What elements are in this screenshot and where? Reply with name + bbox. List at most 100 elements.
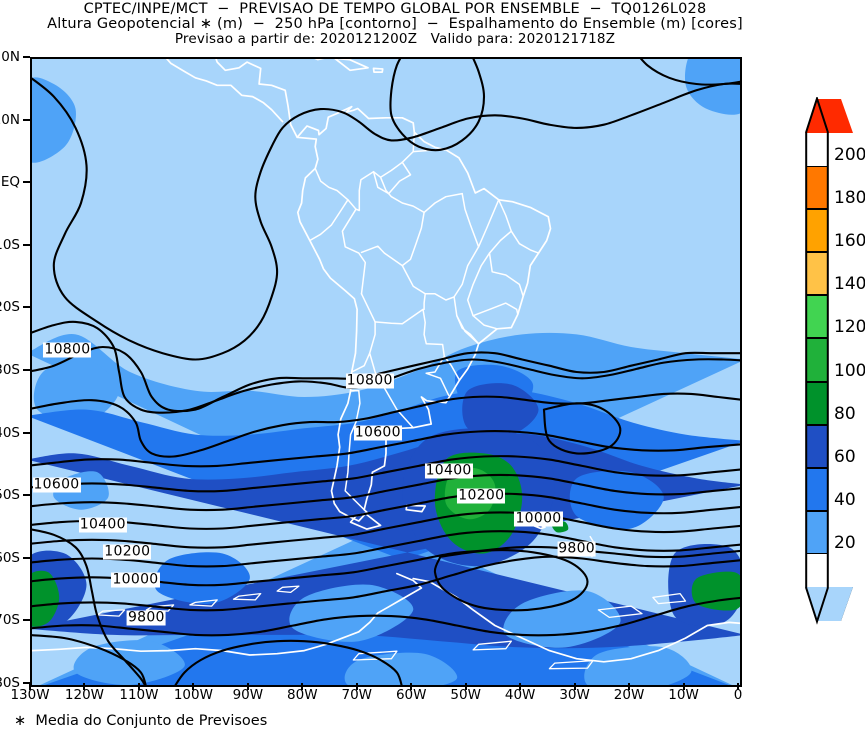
colorbar-tick-label: 80 bbox=[834, 403, 856, 424]
contour-label: 10000 bbox=[111, 571, 160, 588]
x-axis-tick-label: 70W bbox=[341, 687, 373, 703]
contour-label: 10600 bbox=[353, 424, 402, 441]
x-axis-tick-label: 30W bbox=[559, 687, 590, 703]
colorbar[interactable]: 20 40 60 80 100 120 140 160 180 200 bbox=[805, 97, 865, 625]
colorbar-outline bbox=[805, 97, 829, 625]
contour-line bbox=[32, 555, 740, 612]
x-axis-tick-mark bbox=[682, 683, 685, 690]
y-axis-tick-label: 40S bbox=[0, 424, 20, 441]
coastline-path bbox=[443, 355, 461, 381]
y-axis-tick-mark bbox=[23, 181, 30, 184]
x-axis-tick-mark bbox=[410, 683, 413, 690]
contour-line bbox=[32, 392, 740, 458]
x-axis-tick-label: 120W bbox=[64, 687, 105, 703]
x-axis-tick-label: 10W bbox=[668, 687, 699, 703]
y-axis-tick-mark bbox=[23, 56, 30, 58]
contour-label: 10200 bbox=[457, 487, 506, 504]
spread-pocket bbox=[289, 584, 414, 642]
y-axis-tick-mark bbox=[23, 369, 30, 371]
coastline-path bbox=[344, 390, 365, 511]
contour-line bbox=[174, 639, 403, 685]
contour-label: 10400 bbox=[424, 462, 473, 479]
x-axis-tick-label: 60W bbox=[395, 687, 427, 703]
coastline-path bbox=[309, 199, 349, 242]
contour-line bbox=[639, 59, 740, 86]
contour-label: 10800 bbox=[43, 341, 92, 358]
spread-band-80-100 bbox=[32, 570, 60, 627]
y-axis-tick-mark bbox=[23, 494, 30, 497]
coastline-path bbox=[466, 252, 498, 330]
title-block: CPTEC/INPE/MCT − PREVISAO DE TEMPO GLOBA… bbox=[0, 0, 790, 47]
contour-line bbox=[32, 530, 740, 568]
coastline-path bbox=[456, 314, 480, 345]
spread-pocket bbox=[569, 470, 664, 530]
map-plot-area[interactable]: 10800 10800 10600 10600 10400 10400 10200 10200… bbox=[30, 57, 742, 687]
coastline-path bbox=[352, 650, 398, 661]
contour-line bbox=[32, 511, 740, 549]
colorbar-extend-low bbox=[805, 587, 853, 621]
coastline-path bbox=[597, 605, 643, 619]
spread-pocket bbox=[584, 646, 692, 685]
x-axis-tick-mark bbox=[573, 683, 576, 690]
x-axis-tick-mark bbox=[192, 683, 195, 690]
x-axis-tick-label: 50W bbox=[450, 687, 481, 703]
coastline-path bbox=[461, 192, 480, 248]
x-axis-tick-mark bbox=[628, 683, 631, 690]
y-axis-tick-label: 30S bbox=[0, 362, 20, 378]
contour-label: 9800 bbox=[557, 540, 597, 557]
contour-line bbox=[32, 596, 740, 637]
x-axis-tick-label: 130W bbox=[10, 687, 50, 703]
colorbar-extend-high bbox=[805, 99, 853, 133]
y-axis-tick-mark bbox=[23, 556, 30, 559]
spread-band-80-100 bbox=[691, 571, 740, 611]
spread-band-20-40 bbox=[32, 77, 76, 163]
x-axis-tick-label: 100W bbox=[173, 687, 213, 703]
coastline-path bbox=[189, 599, 218, 607]
x-axis-tick-mark bbox=[464, 683, 467, 690]
y-axis-tick-mark bbox=[23, 619, 30, 622]
spread-band-20-40 bbox=[33, 358, 120, 423]
colorbar-tick-label: 140 bbox=[834, 274, 865, 295]
coastline-path bbox=[372, 161, 412, 195]
x-axis-tick-mark bbox=[29, 683, 31, 690]
coastline-path bbox=[424, 293, 455, 301]
map-canvas: 10800 10800 10600 10600 10400 10400 10200 10200… bbox=[32, 59, 740, 685]
coastline-path bbox=[401, 211, 425, 267]
contour-label: 10200 bbox=[103, 543, 152, 560]
contour-label: 10000 bbox=[514, 510, 563, 527]
x-axis-tick-mark bbox=[246, 683, 249, 690]
x-axis-tick-label: 40W bbox=[504, 687, 536, 703]
coastline-path bbox=[548, 659, 594, 670]
contour-label: 10800 bbox=[345, 372, 394, 389]
coastline-path bbox=[372, 67, 384, 73]
coastline-path bbox=[497, 199, 540, 254]
coastline-path bbox=[405, 504, 427, 513]
coastline-path bbox=[453, 199, 500, 345]
y-axis-tick-mark bbox=[23, 682, 30, 684]
contour-label: 9800 bbox=[126, 609, 166, 626]
chart-title-line3: Previsao a partir de: 2020121200Z Valido… bbox=[174, 31, 616, 47]
spread-pocket bbox=[344, 652, 458, 685]
y-axis-tick-label: 20S bbox=[0, 299, 20, 316]
x-axis-tick-label: 110W bbox=[119, 687, 159, 703]
x-axis-tick-mark bbox=[83, 683, 86, 690]
y-axis-tick-label: 50S bbox=[0, 487, 20, 504]
coastline-path bbox=[472, 302, 519, 317]
contour-line bbox=[32, 430, 740, 468]
colorbar-tick-label: 60 bbox=[834, 446, 856, 467]
x-axis-tick-label: 90W bbox=[232, 687, 264, 703]
x-axis-tick-mark bbox=[355, 683, 358, 690]
colorbar-tick-label: 20 bbox=[834, 533, 856, 553]
y-axis-tick-label: 70S bbox=[0, 612, 20, 629]
chart-title-line1: CPTEC/INPE/MCT − PREVISAO DE TEMPO GLOBA… bbox=[83, 1, 707, 17]
coastline-path bbox=[96, 609, 126, 617]
contour-line bbox=[32, 77, 740, 361]
contour-line bbox=[32, 528, 147, 685]
y-axis-tick-mark bbox=[23, 243, 30, 246]
colorbar-tick-label: 200 bbox=[834, 145, 865, 165]
colorbar-tick-label: 160 bbox=[834, 231, 865, 252]
coastline-path bbox=[215, 59, 299, 139]
coastline-path bbox=[276, 585, 300, 594]
contour-line bbox=[32, 492, 740, 530]
